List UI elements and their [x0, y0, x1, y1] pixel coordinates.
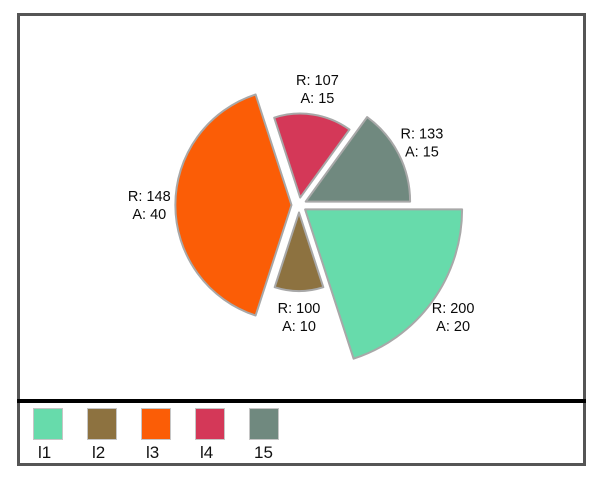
- legend-label: 15: [254, 443, 273, 462]
- legend-swatch-l1: [33, 408, 63, 440]
- legend-item-l3[interactable]: l3: [141, 408, 172, 461]
- slice-label-l2: R: 100 A: 10: [278, 301, 321, 335]
- legend-swatch-l4: [195, 408, 225, 440]
- slice-label-15: R: 133 A: 15: [401, 126, 444, 160]
- pie-slice-l1[interactable]: [304, 208, 464, 360]
- legend-item-l4[interactable]: l4: [195, 408, 226, 461]
- legend-swatch-15: [249, 408, 279, 440]
- legend: l1 l2 l3 l4 15: [33, 408, 280, 461]
- legend-label: l3: [146, 443, 160, 462]
- legend-label: l4: [200, 443, 214, 462]
- legend-label: l2: [92, 443, 106, 462]
- pie-slice-l4[interactable]: [273, 112, 351, 199]
- pie-slice-l2[interactable]: [273, 211, 325, 292]
- legend-item-l2[interactable]: l2: [87, 408, 118, 461]
- slice-label-l1: R: 200 A: 20: [432, 301, 475, 335]
- legend-item-15[interactable]: 15: [249, 408, 280, 461]
- slice-label-l4: R: 107 A: 15: [296, 73, 339, 107]
- legend-separator: [17, 399, 586, 403]
- legend-item-l1[interactable]: l1: [33, 408, 64, 461]
- pie-slice-15[interactable]: [304, 116, 412, 203]
- legend-swatch-l3: [141, 408, 171, 440]
- legend-swatch-l2: [87, 408, 117, 440]
- legend-label: l1: [38, 443, 52, 462]
- slice-label-l3: R: 148 A: 40: [128, 189, 171, 223]
- pie-slice-l3[interactable]: [174, 93, 293, 317]
- plot-frame: l1 l2 l3 l4 15: [17, 13, 586, 466]
